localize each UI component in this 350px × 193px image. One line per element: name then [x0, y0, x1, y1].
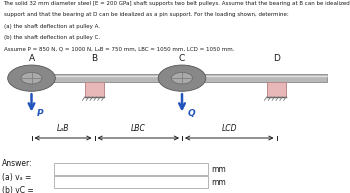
Text: LCD: LCD: [222, 124, 237, 133]
Text: P: P: [37, 109, 43, 118]
Text: mm: mm: [212, 165, 226, 174]
Text: B: B: [91, 54, 98, 63]
FancyBboxPatch shape: [19, 74, 327, 82]
Text: Assume P = 850 N, Q = 1000 N, LₐB = 750 mm, LBC = 1050 mm, LCD = 1050 mm.: Assume P = 850 N, Q = 1000 N, LₐB = 750 …: [4, 47, 234, 52]
Circle shape: [158, 65, 206, 91]
Text: mm: mm: [212, 178, 226, 187]
FancyBboxPatch shape: [54, 163, 208, 175]
Text: (a) vₐ =: (a) vₐ =: [2, 173, 31, 182]
Text: (a) the shaft deflection at pulley A.: (a) the shaft deflection at pulley A.: [4, 24, 99, 29]
Text: support and that the bearing at D can be idealized as a pin support. For the loa: support and that the bearing at D can be…: [4, 12, 288, 17]
FancyBboxPatch shape: [54, 176, 208, 188]
Text: A: A: [28, 54, 35, 63]
Text: The solid 32 mm diameter steel [E = 200 GPa] shaft supports two belt pulleys. As: The solid 32 mm diameter steel [E = 200 …: [4, 1, 350, 6]
Text: C: C: [179, 54, 185, 63]
Circle shape: [21, 72, 42, 84]
Text: Answer:: Answer:: [2, 159, 32, 168]
Circle shape: [8, 65, 55, 91]
FancyBboxPatch shape: [85, 82, 104, 97]
Text: D: D: [273, 54, 280, 63]
FancyBboxPatch shape: [267, 82, 286, 97]
Text: Q: Q: [187, 109, 195, 118]
Text: LₐB: LₐB: [57, 124, 69, 133]
Text: LBC: LBC: [131, 124, 146, 133]
Text: (b) vC =: (b) vC =: [2, 186, 34, 193]
Text: (b) the shaft deflection at pulley C.: (b) the shaft deflection at pulley C.: [4, 35, 100, 40]
Circle shape: [172, 72, 193, 84]
